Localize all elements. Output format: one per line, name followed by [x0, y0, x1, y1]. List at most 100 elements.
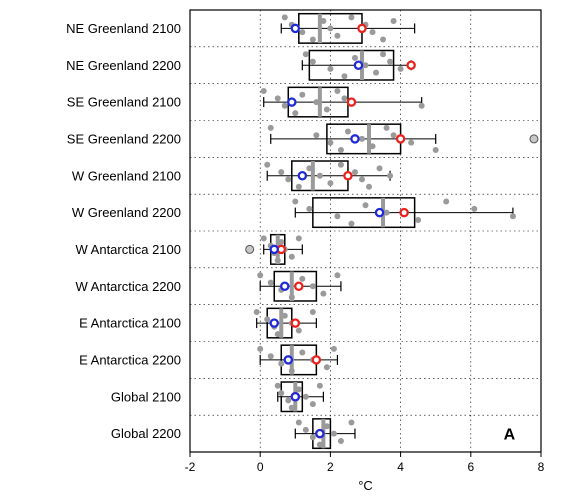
data-point — [337, 146, 344, 153]
grid-lines — [190, 10, 541, 452]
blue-marker — [315, 428, 325, 439]
data-point — [281, 102, 288, 109]
data-point — [348, 419, 355, 426]
data-point — [471, 205, 478, 212]
data-point — [295, 183, 302, 190]
data-point — [274, 331, 281, 338]
red-marker — [294, 281, 304, 291]
blue-marker — [374, 207, 385, 218]
data-point — [299, 349, 306, 356]
data-point — [299, 275, 306, 282]
data-point — [397, 65, 404, 72]
data-point — [366, 183, 373, 190]
data-point — [274, 95, 281, 102]
data-point — [408, 139, 415, 146]
y-category-label: E Antarctica 2200 — [79, 352, 181, 367]
data-point — [369, 143, 376, 150]
blue-marker — [269, 244, 279, 255]
red-marker — [311, 355, 322, 365]
data-point — [387, 58, 394, 65]
y-category-label: W Greenland 2100 — [72, 168, 181, 183]
data-point — [390, 18, 397, 25]
data-rows — [245, 12, 539, 450]
data-point — [264, 316, 271, 323]
y-category-label: Global 2100 — [111, 389, 181, 404]
data-point — [348, 14, 355, 21]
data-point — [302, 51, 309, 58]
data-point — [362, 202, 369, 209]
row-group — [257, 344, 339, 376]
data-point — [292, 198, 299, 205]
data-point — [299, 29, 306, 36]
data-point — [330, 430, 337, 437]
blue-marker — [350, 134, 360, 144]
data-point — [257, 345, 264, 352]
data-point — [341, 73, 348, 80]
data-point — [274, 382, 281, 389]
iqr-box — [312, 197, 416, 229]
data-point — [380, 51, 387, 58]
row-group — [301, 49, 416, 81]
data-point — [309, 309, 316, 316]
data-point — [390, 132, 397, 139]
data-point — [313, 132, 320, 139]
data-point — [267, 279, 274, 286]
data-point — [309, 401, 316, 408]
data-point — [274, 257, 281, 264]
red-marker — [399, 207, 409, 218]
plot-frame — [189, 9, 542, 453]
data-point — [383, 209, 390, 216]
data-point — [316, 441, 323, 448]
red-marker — [406, 60, 416, 71]
data-point — [316, 172, 323, 179]
data-point — [432, 146, 439, 153]
data-point — [267, 124, 274, 131]
data-point — [295, 235, 302, 242]
data-point — [348, 220, 355, 227]
data-point — [337, 437, 344, 444]
data-point — [334, 88, 341, 95]
blue-marker — [290, 23, 301, 34]
x-tick-label: 6 — [467, 460, 474, 474]
red-marker — [346, 97, 357, 107]
iqr-box — [280, 381, 304, 413]
y-category-label: W Antarctica 2100 — [76, 242, 182, 257]
panel-label: A — [504, 427, 516, 444]
data-point — [380, 36, 387, 43]
red-marker — [395, 134, 406, 144]
outlier-point — [245, 244, 255, 254]
data-point — [383, 124, 390, 131]
row-group — [253, 307, 317, 339]
y-axis-labels: NE Greenland 2100 NE Greenland 2200 SE Gre… — [66, 21, 181, 441]
outlier-point — [529, 134, 539, 144]
blue-marker — [353, 60, 364, 71]
x-tick-label: 0 — [257, 460, 264, 474]
data-point — [278, 239, 285, 246]
data-point — [320, 18, 327, 25]
data-point — [351, 54, 358, 61]
data-point — [295, 327, 302, 334]
data-point — [281, 312, 288, 319]
row-group — [292, 197, 516, 229]
data-point — [323, 106, 330, 113]
y-category-label: W Antarctica 2200 — [76, 279, 182, 294]
data-point — [344, 128, 351, 135]
y-category-label: SE Greenland 2100 — [67, 95, 181, 110]
blue-marker — [269, 318, 279, 328]
data-point — [309, 434, 316, 441]
data-point — [278, 360, 285, 367]
data-point — [320, 290, 327, 297]
data-point — [358, 176, 365, 183]
x-tick-label: 8 — [538, 460, 545, 474]
blue-marker — [290, 391, 301, 402]
blue-marker — [280, 281, 290, 291]
data-point — [362, 62, 369, 69]
x-tick-label: -2 — [185, 460, 196, 474]
data-point — [285, 397, 292, 404]
data-point — [288, 294, 295, 301]
data-point — [327, 25, 334, 32]
data-point — [302, 393, 309, 400]
y-category-label: NE Greenland 2100 — [66, 21, 181, 36]
data-point — [292, 110, 299, 117]
